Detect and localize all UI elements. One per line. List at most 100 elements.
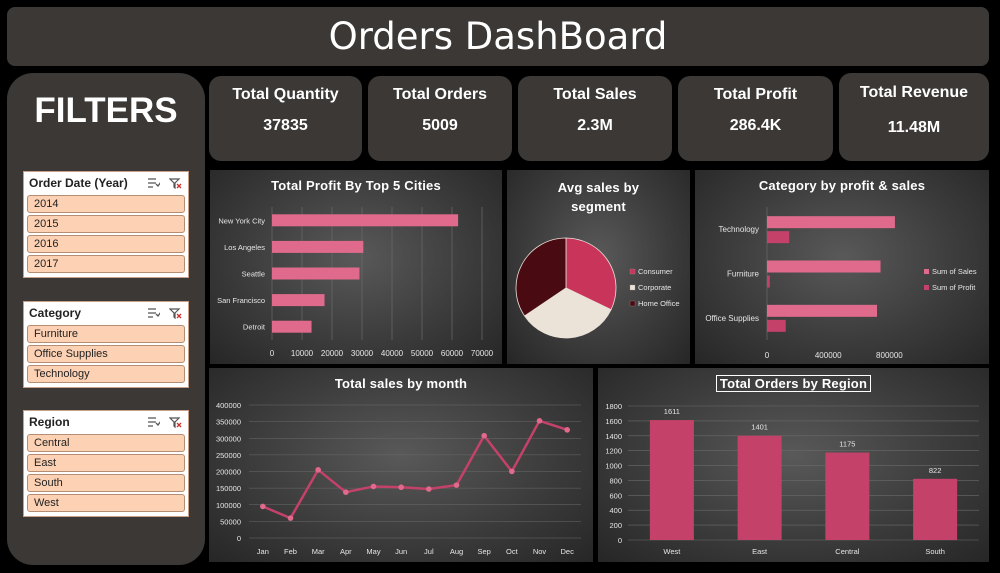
y-tick-label: 0	[618, 536, 622, 545]
y-tick-label: 250000	[216, 451, 241, 460]
data-point	[481, 432, 487, 439]
multi-select-icon[interactable]	[147, 307, 160, 319]
x-tick-label: 60000	[441, 349, 464, 358]
kpi-label: Total Sales	[553, 86, 637, 103]
data-point	[536, 418, 543, 424]
x-tick-label: Jun	[395, 547, 407, 556]
y-tick-label: 50000	[220, 517, 241, 526]
x-tick-label: Central	[835, 547, 860, 556]
y-tick-label: 400000	[216, 401, 241, 410]
chart-category-profit-sales: Category by profit & sales 0 400000 800000…	[695, 170, 989, 364]
data-point	[564, 427, 570, 433]
x-tick-label: 0	[765, 351, 770, 360]
legend-swatch	[629, 300, 636, 307]
pie-slice	[565, 237, 617, 311]
bar	[272, 267, 360, 280]
legend-label: Consumer	[638, 267, 673, 276]
y-tick-label: 200000	[216, 468, 241, 477]
slicer-item-2016[interactable]: 2016	[27, 235, 185, 253]
x-tick-label: 20000	[321, 349, 344, 358]
slicer-item-office-supplies[interactable]: Office Supplies	[27, 345, 185, 363]
dashboard-title-bar: Orders DashBoard	[7, 7, 989, 66]
y-tick-label: 1400	[605, 432, 622, 441]
slicer-item-east[interactable]: East	[27, 454, 185, 472]
kpi-label: Total Revenue	[859, 84, 969, 101]
x-tick-label: 10000	[291, 349, 314, 358]
chart-title: Total Profit By Top 5 Cities	[271, 178, 441, 193]
y-tick-label: 300000	[216, 434, 241, 443]
slicer-item-central[interactable]: Central	[27, 434, 185, 452]
slicer-item-west[interactable]: West	[27, 494, 185, 512]
y-tick-label: Office Supplies	[705, 314, 759, 323]
kpi-value: 286.4K	[729, 117, 782, 134]
chart-title: Total Orders by Region	[715, 375, 872, 392]
y-tick-label: 800	[609, 476, 622, 485]
x-tick-label: South	[925, 547, 945, 556]
slicer-item-furniture[interactable]: Furniture	[27, 325, 185, 343]
bar	[272, 320, 312, 333]
slicer-item-2014[interactable]: 2014	[27, 195, 185, 213]
kpi-total-revenue: Total Revenue 11.48M	[839, 73, 989, 161]
data-point	[260, 503, 266, 510]
multi-select-icon[interactable]	[147, 416, 160, 428]
clear-filter-icon[interactable]	[169, 177, 182, 189]
x-tick-label: May	[366, 547, 380, 556]
y-tick-label: 0	[237, 534, 241, 543]
data-point	[426, 486, 432, 492]
clear-filter-icon[interactable]	[169, 307, 182, 319]
multi-select-icon[interactable]	[147, 177, 160, 189]
kpi-total-orders: Total Orders 5009	[368, 76, 512, 161]
data-label: 1611	[664, 407, 680, 416]
x-tick-label: Nov	[533, 547, 547, 556]
series-line	[262, 419, 568, 520]
y-tick-label: 400	[609, 506, 622, 515]
chart-category-profit-sales-svg: 0 400000 800000 Technology Furniture Office S…	[705, 207, 977, 360]
legend-label: Sum of Sales	[932, 267, 977, 276]
filters-title: FILTERS	[34, 91, 178, 130]
y-tick-label: 1000	[605, 462, 622, 471]
chart-orders-by-region: Total Orders by Region 0 200 400 600 800 1000…	[598, 368, 989, 562]
y-tick-label: 150000	[216, 484, 241, 493]
x-tick-label: 70000	[471, 349, 494, 358]
bar	[272, 214, 459, 227]
x-tick-label: 40000	[381, 349, 404, 358]
y-tick-label: Seattle	[242, 270, 265, 279]
chart-title: Total sales by month	[334, 376, 468, 391]
kpi-value: 11.48M	[887, 119, 941, 136]
slicer-order-date-year: Order Date (Year) 2014 2015 2016 2017	[23, 171, 189, 278]
bar	[649, 420, 694, 540]
data-label: 1175	[839, 440, 855, 449]
kpi-value: 2.3M	[577, 117, 613, 134]
slicer-item-south[interactable]: South	[27, 474, 185, 492]
slicer-item-2017[interactable]: 2017	[27, 255, 185, 273]
y-tick-label: New York City	[218, 216, 265, 225]
bar	[767, 304, 878, 317]
kpi-label: Total Quantity	[232, 86, 339, 103]
chart-orders-by-region-svg: 0 200 400 600 800 1000 1200 1400 1600 1800 1611 Wes…	[605, 402, 979, 556]
y-tick-label: 100000	[216, 501, 241, 510]
chart-sales-by-month: Total sales by month 0 50000 100000 150000 2…	[209, 368, 593, 562]
x-tick-label: Mar	[312, 547, 325, 556]
x-tick-label: Aug	[450, 547, 463, 556]
data-point	[370, 483, 377, 490]
slicer-item-2015[interactable]: 2015	[27, 215, 185, 233]
slicer-item-technology[interactable]: Technology	[27, 365, 185, 383]
bar	[767, 260, 881, 273]
filters-sidebar: FILTERS Order Date (Year) 2014 2015 2016…	[7, 73, 205, 565]
x-tick-label: Dec	[560, 547, 574, 556]
y-tick-label: Los Angeles	[224, 243, 265, 252]
pie-slice	[515, 237, 567, 317]
y-tick-label: Technology	[719, 225, 759, 234]
x-tick-label: Jul	[424, 547, 434, 556]
chart-sales-by-segment-svg: Consumer Corporate Home Office	[515, 237, 680, 339]
slicer-title: Region	[29, 415, 70, 429]
clear-filter-icon[interactable]	[169, 416, 182, 428]
bar	[272, 240, 364, 253]
x-tick-label: Oct	[506, 547, 519, 556]
chart-title: Avg sales by segment	[557, 180, 640, 214]
y-tick-label: 600	[609, 491, 622, 500]
y-tick-label: 200	[609, 521, 622, 530]
data-point	[509, 468, 515, 475]
y-tick-label: San Francisco	[217, 296, 265, 305]
x-tick-label: 50000	[411, 349, 434, 358]
